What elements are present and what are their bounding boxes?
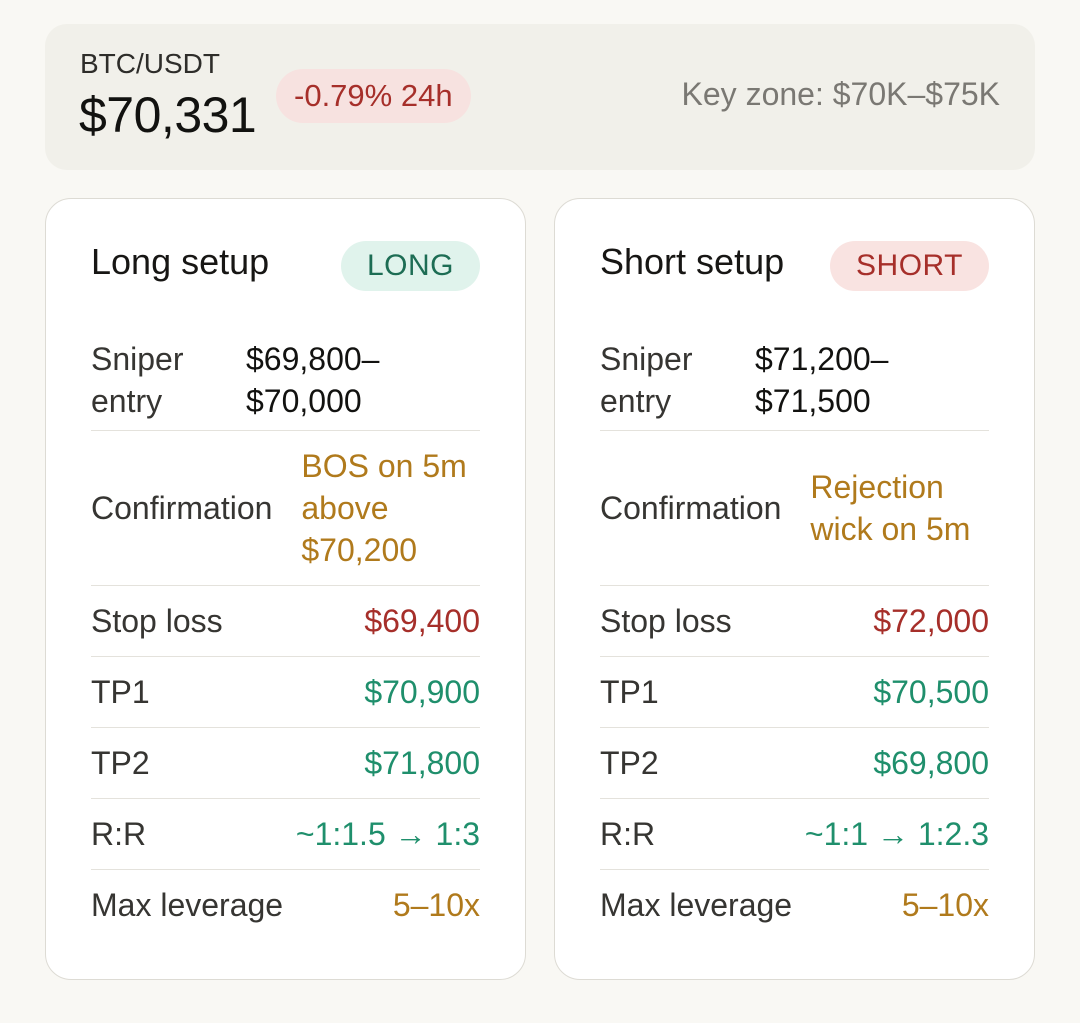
long-tag: LONG [340, 241, 480, 291]
row-value: Rejection wick on 5m [810, 469, 971, 547]
row-value: $71,200–$71,500 [754, 340, 889, 419]
row-label: TP2 [91, 744, 150, 781]
row-value: $69,800–$70,000 [245, 340, 380, 419]
row-value: 5–10x [901, 887, 989, 923]
row-value: $72,000 [873, 602, 989, 639]
row-value: $69,400 [364, 602, 480, 639]
row-risk-reward: R:R ~1:1.5 → 1:3 [91, 799, 480, 870]
row-label: TP1 [91, 673, 150, 710]
row-tp1: TP1 $70,500 [600, 657, 989, 728]
key-zone-text: Key zone: $70K–$75K [681, 76, 1000, 112]
current-price: $70,331 [79, 87, 257, 143]
row-label: Stop loss [91, 602, 223, 639]
row-label: Confirmation [91, 489, 273, 526]
row-value: $71,800 [364, 744, 480, 781]
row-label: Max leverage [600, 887, 793, 923]
row-value: BOS on 5m above $70,200 [301, 448, 467, 568]
row-tp2: TP2 $69,800 [600, 728, 989, 799]
row-sniper-entry: Sniper entry $71,200–$71,500 [600, 329, 989, 431]
setup-rows: Sniper entry $71,200–$71,500 Confirmatio… [600, 329, 989, 941]
row-label: Sniper entry [91, 340, 184, 419]
row-label: Confirmation [600, 489, 782, 526]
row-risk-reward: R:R ~1:1 → 1:2.3 [600, 799, 989, 870]
row-value: $69,800 [873, 744, 989, 781]
row-confirmation: Confirmation Rejection wick on 5m [600, 431, 989, 586]
row-confirmation: Confirmation BOS on 5m above $70,200 [91, 431, 480, 586]
row-stop-loss: Stop loss $72,000 [600, 586, 989, 657]
row-value: ~1:1 → 1:2.3 [804, 815, 989, 852]
row-stop-loss: Stop loss $69,400 [91, 586, 480, 657]
row-label: Stop loss [600, 602, 732, 639]
price-change-badge: -0.79% 24h [276, 69, 471, 123]
row-value: 5–10x [392, 887, 480, 923]
row-tp2: TP2 $71,800 [91, 728, 480, 799]
row-label: R:R [91, 815, 147, 852]
long-setup-card: Long setup LONG Sniper entry $69,800–$70… [45, 198, 526, 980]
row-tp1: TP1 $70,900 [91, 657, 480, 728]
short-tag: SHORT [830, 241, 989, 291]
row-max-leverage: Max leverage 5–10x [91, 870, 480, 941]
row-value: ~1:1.5 → 1:3 [295, 815, 480, 852]
row-value: $70,900 [364, 673, 480, 710]
row-sniper-entry: Sniper entry $69,800–$70,000 [91, 329, 480, 431]
trading-pair: BTC/USDT [80, 48, 220, 79]
setup-rows: Sniper entry $69,800–$70,000 Confirmatio… [91, 329, 480, 941]
row-label: Sniper entry [600, 340, 693, 419]
row-max-leverage: Max leverage 5–10x [600, 870, 989, 941]
card-title: Long setup [91, 241, 270, 282]
ticker-header: BTC/USDT $70,331 -0.79% 24h Key zone: $7… [45, 24, 1035, 170]
row-label: TP1 [600, 673, 659, 710]
row-label: TP2 [600, 744, 659, 781]
row-label: Max leverage [91, 887, 284, 923]
short-setup-card: Short setup SHORT Sniper entry $71,200–$… [554, 198, 1035, 980]
card-title: Short setup [600, 241, 785, 282]
row-label: R:R [600, 815, 656, 852]
row-value: $70,500 [873, 673, 989, 710]
